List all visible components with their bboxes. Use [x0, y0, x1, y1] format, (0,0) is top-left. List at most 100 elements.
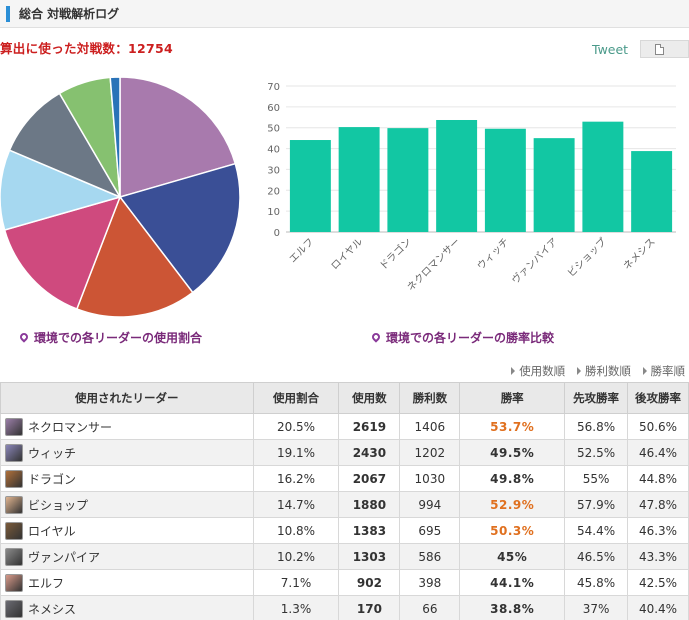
- sort-links: 使用数順 勝利数順 勝率順: [503, 363, 685, 379]
- rate-cell: 53.7%: [459, 413, 566, 440]
- triangle-right-icon: [511, 367, 516, 375]
- second-rate-cell: 44.8%: [627, 465, 689, 492]
- sort-by-wins-link[interactable]: 勝利数順: [576, 364, 631, 378]
- map-pin-icon: [370, 331, 382, 343]
- leader-avatar-icon: [5, 443, 23, 462]
- x-tick-label: ロイヤル: [329, 236, 365, 272]
- share-cell: 14.7%: [252, 491, 340, 518]
- x-tick-label: ビショップ: [565, 236, 609, 280]
- first-rate-cell: 52.5%: [564, 439, 629, 466]
- leader-name: ドラゴン: [28, 472, 77, 486]
- leader-cell: ヴァンパイア: [0, 543, 254, 570]
- leader-cell: ネクロマンサー: [0, 413, 254, 440]
- leader-name: ヴァンパイア: [28, 550, 101, 564]
- column-header-second-rate: 後攻勝率: [627, 382, 689, 414]
- leader-cell: エルフ: [0, 569, 254, 596]
- pie-slice: ビショップ 14.7%: [3, 195, 122, 310]
- rate-cell: 45%: [459, 543, 566, 570]
- triangle-right-icon: [642, 367, 647, 375]
- leader-name: ネクロマンサー: [28, 420, 113, 434]
- leader-avatar-icon: [5, 599, 23, 618]
- page-header: 総合 対戦解析ログ: [0, 0, 689, 28]
- share-cell: 16.2%: [252, 465, 340, 492]
- y-tick-label: 10: [267, 207, 280, 218]
- uses-cell: 2430: [338, 439, 401, 466]
- share-cell: 10.8%: [252, 517, 340, 544]
- second-rate-cell: 50.6%: [627, 413, 689, 440]
- tweet-button[interactable]: Tweet: [592, 42, 629, 57]
- y-tick-label: 30: [267, 165, 280, 176]
- leader-name: エルフ: [28, 576, 65, 590]
- leader-avatar-icon: [5, 417, 23, 436]
- pie-slice: ロイヤル 10.8%: [0, 149, 123, 231]
- first-rate-cell: 45.8%: [564, 569, 629, 596]
- column-header-uses: 使用数: [338, 382, 401, 414]
- second-rate-cell: 40.4%: [627, 595, 689, 620]
- x-tick-label: ヴァンパイア: [509, 235, 561, 287]
- page-title: 総合 対戦解析ログ: [19, 7, 120, 21]
- wins-cell: 1202: [399, 439, 461, 466]
- pie-slice: ドラゴン 16.2%: [75, 195, 194, 318]
- x-tick-label: ウィッチ: [475, 236, 512, 273]
- wins-cell: 66: [399, 595, 461, 620]
- first-rate-cell: 56.8%: [564, 413, 629, 440]
- bar: [533, 138, 575, 232]
- uses-cell: 170: [338, 595, 401, 620]
- table-row: ドラゴン 16.2% 2067 1030 49.8% 55% 44.8%: [0, 465, 689, 492]
- leader-cell: ドラゴン: [0, 465, 254, 492]
- table-row: ヴァンパイア 10.2% 1303 586 45% 46.5% 43.3%: [0, 543, 689, 570]
- uses-cell: 2619: [338, 413, 401, 440]
- rate-cell: 44.1%: [459, 569, 566, 596]
- leader-cell: ビショップ: [0, 491, 254, 518]
- table-row: ビショップ 14.7% 1880 994 52.9% 57.9% 47.8%: [0, 491, 689, 518]
- sort-by-rate-link[interactable]: 勝率順: [642, 364, 685, 378]
- triangle-right-icon: [576, 367, 581, 375]
- leader-avatar-icon: [5, 547, 23, 566]
- map-pin-icon: [18, 331, 30, 343]
- column-header-wins: 勝利数: [399, 382, 461, 414]
- leader-avatar-icon: [5, 573, 23, 592]
- leader-name: ウィッチ: [28, 446, 77, 460]
- sort-by-uses-link[interactable]: 使用数順: [511, 364, 565, 378]
- first-rate-cell: 46.5%: [564, 543, 629, 570]
- wins-cell: 994: [399, 491, 461, 518]
- table-header-row: 使用されたリーダー 使用割合 使用数 勝利数 勝率 先攻勝率 後攻勝率: [0, 382, 689, 414]
- bar-chart-caption: 環境での各リーダーの勝率比較: [370, 329, 554, 346]
- rate-cell: 38.8%: [459, 595, 566, 620]
- leader-avatar-icon: [5, 521, 23, 540]
- share-cell: 1.3%: [252, 595, 340, 620]
- column-header-leader: 使用されたリーダー: [0, 382, 254, 414]
- x-tick-label: ドラゴン: [377, 235, 414, 272]
- leader-cell: ネメシス: [0, 595, 254, 620]
- leader-name: ロイヤル: [28, 524, 76, 538]
- second-rate-cell: 47.8%: [627, 491, 689, 518]
- wins-cell: 398: [399, 569, 461, 596]
- wins-cell: 1406: [399, 413, 461, 440]
- header-accent-bar: [6, 6, 10, 22]
- leader-avatar-icon: [5, 469, 23, 488]
- second-rate-cell: 46.3%: [627, 517, 689, 544]
- first-rate-cell: 54.4%: [564, 517, 629, 544]
- battle-count: 算出に使った対戦数：12754: [0, 41, 173, 56]
- table-row: ネクロマンサー 20.5% 2619 1406 53.7% 56.8% 50.6%: [0, 413, 689, 440]
- bar: [582, 121, 624, 232]
- rate-cell: 50.3%: [459, 517, 566, 544]
- leader-name: ネメシス: [28, 602, 77, 616]
- share-button[interactable]: [640, 40, 689, 58]
- y-tick-label: 20: [267, 186, 280, 197]
- x-tick-label: エルフ: [288, 236, 317, 265]
- leader-stats-table: 使用されたリーダー 使用割合 使用数 勝利数 勝率 先攻勝率 後攻勝率 ネクロマ…: [0, 382, 689, 620]
- y-tick-label: 40: [267, 145, 280, 156]
- wins-cell: 586: [399, 543, 461, 570]
- pie-slice: ウィッチ 19.1%: [118, 162, 240, 294]
- first-rate-cell: 37%: [564, 595, 629, 620]
- column-header-rate: 勝率: [459, 382, 566, 414]
- y-tick-label: 50: [267, 124, 280, 135]
- first-rate-cell: 57.9%: [564, 491, 629, 518]
- leader-name: ビショップ: [28, 498, 89, 512]
- bar: [289, 140, 331, 232]
- table-row: エルフ 7.1% 902 398 44.1% 45.8% 42.5%: [0, 569, 689, 596]
- share-cell: 10.2%: [252, 543, 340, 570]
- second-rate-cell: 42.5%: [627, 569, 689, 596]
